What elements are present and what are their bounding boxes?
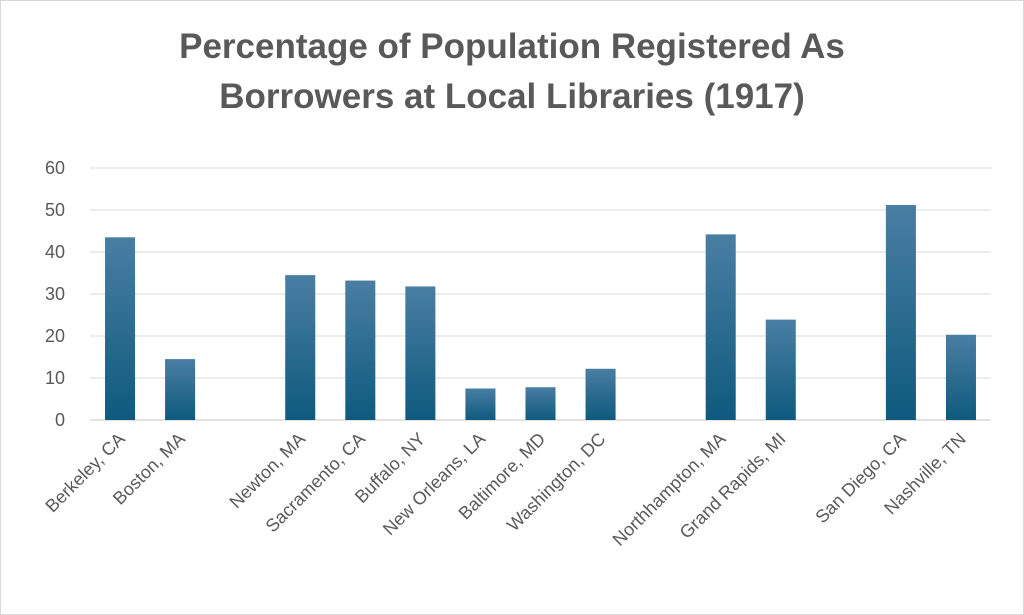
- x-tick-label: Northhampton, MA: [609, 429, 730, 550]
- chart-title: Percentage of Population Registered As B…: [0, 22, 1024, 122]
- bar: [165, 359, 196, 420]
- y-axis-ticks: 0 10 20 30 40 50 60: [45, 158, 65, 430]
- y-tick-label: 60: [45, 158, 65, 178]
- x-tick-label: Grand Rapids, MI: [676, 429, 790, 543]
- bar: [585, 368, 616, 420]
- y-tick-label: 0: [55, 410, 65, 430]
- y-tick-label: 40: [45, 242, 65, 262]
- bar: [705, 234, 736, 420]
- chart-title-line-1: Percentage of Population Registered As: [179, 27, 845, 66]
- x-tick-label: New Orleans, LA: [379, 429, 489, 539]
- bar: [345, 280, 376, 420]
- bar: [765, 319, 796, 420]
- bars: [105, 204, 976, 420]
- y-tick-label: 30: [45, 284, 65, 304]
- gridlines: [90, 167, 991, 421]
- bar: [285, 275, 316, 420]
- bar: [945, 334, 976, 420]
- x-tick-label: Berkeley, CA: [41, 429, 128, 516]
- y-tick-label: 10: [45, 368, 65, 388]
- bar: [885, 204, 916, 420]
- bar: [465, 388, 496, 420]
- bar: [105, 237, 136, 420]
- y-tick-label: 20: [45, 326, 65, 346]
- bar: [405, 286, 436, 420]
- chart-title-line-2: Borrowers at Local Libraries (1917): [219, 77, 805, 116]
- bar: [525, 387, 556, 420]
- y-tick-label: 50: [45, 200, 65, 220]
